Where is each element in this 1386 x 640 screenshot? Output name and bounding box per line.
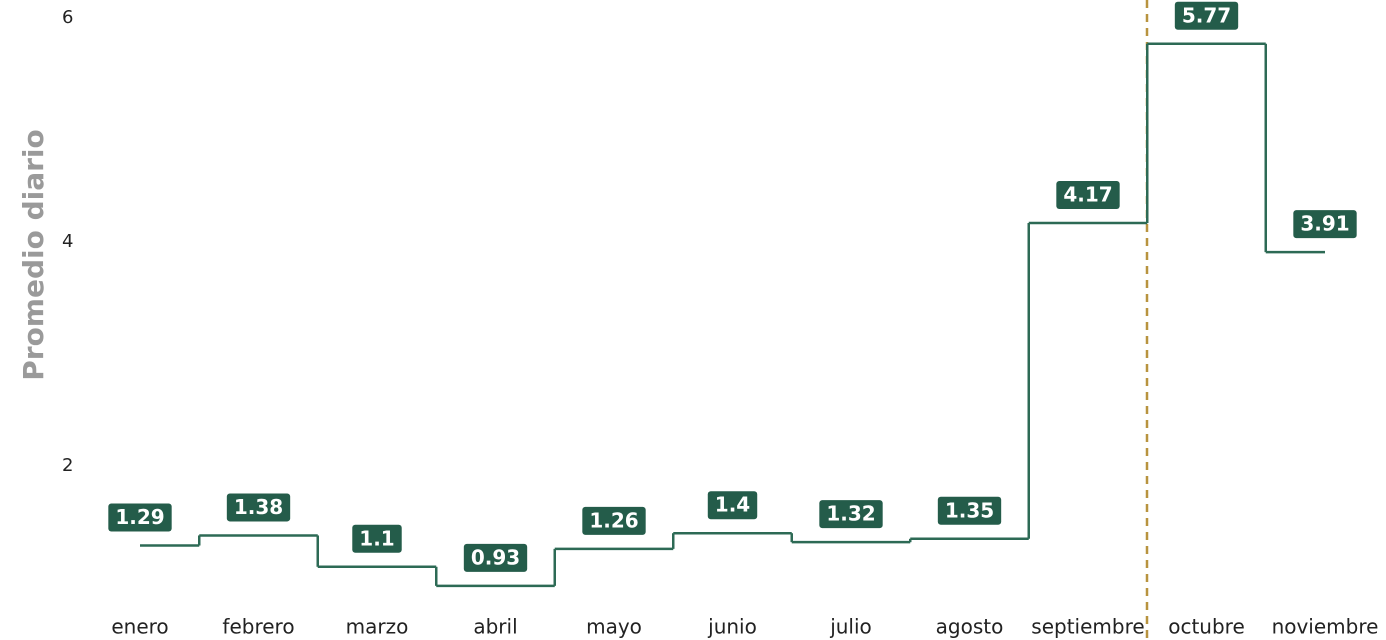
y-axis-label: Promedio diario xyxy=(17,129,50,381)
x-tick-label: febrero xyxy=(222,615,294,639)
y-tick-label: 2 xyxy=(62,455,73,476)
value-label: 5.77 xyxy=(1182,3,1231,27)
value-label-box xyxy=(819,500,883,529)
value-label-box xyxy=(707,491,758,520)
value-label: 1.1 xyxy=(359,526,394,550)
value-label-box xyxy=(1174,1,1239,30)
value-label-box xyxy=(1293,210,1357,239)
x-tick-label: septiembre xyxy=(1031,615,1144,639)
x-tick-label: octubre xyxy=(1168,615,1245,639)
x-tick-label: julio xyxy=(829,615,872,639)
x-tick-label: agosto xyxy=(936,615,1004,639)
y-tick-label: 4 xyxy=(62,231,73,252)
value-label-box xyxy=(1056,180,1120,209)
x-tick-label: mayo xyxy=(586,615,642,639)
value-label: 1.32 xyxy=(826,502,875,526)
value-label: 3.91 xyxy=(1300,212,1349,236)
value-label: 1.4 xyxy=(715,493,750,517)
value-label-box xyxy=(937,496,1002,525)
value-label-box xyxy=(226,493,291,522)
y-tick-label: 6 xyxy=(62,7,73,28)
x-tick-label: junio xyxy=(707,615,757,639)
value-label: 4.17 xyxy=(1063,182,1112,206)
value-label-box xyxy=(463,543,528,572)
value-label-box xyxy=(108,503,172,532)
value-label: 1.38 xyxy=(234,495,283,519)
value-label: 1.29 xyxy=(115,505,164,529)
value-label: 0.93 xyxy=(471,545,520,569)
value-label: 1.35 xyxy=(945,498,994,522)
x-tick-label: enero xyxy=(111,615,168,639)
x-tick-label: marzo xyxy=(346,615,409,639)
value-label: 1.26 xyxy=(589,508,638,532)
value-label-box xyxy=(582,506,646,535)
x-tick-label: noviembre xyxy=(1272,615,1379,639)
x-tick-label: abril xyxy=(473,615,517,639)
value-label-box xyxy=(352,524,402,553)
